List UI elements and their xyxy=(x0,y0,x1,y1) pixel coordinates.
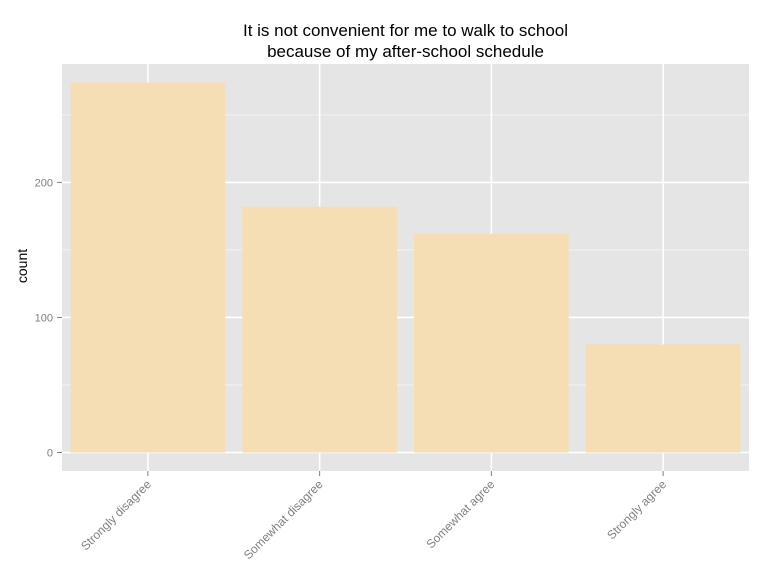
bar-strongly-agree xyxy=(585,344,741,453)
bar-somewhat-disagree xyxy=(242,206,397,453)
bar-strongly-disagree xyxy=(70,82,226,453)
x-tick-label: Strongly agree xyxy=(604,477,669,542)
y-tick-label: 100 xyxy=(35,312,53,324)
bar-somewhat-agree xyxy=(414,233,569,453)
chart-title-line-1: It is not convenient for me to walk to s… xyxy=(242,21,569,40)
y-tick-label: 200 xyxy=(35,177,53,189)
y-tick-label: 0 xyxy=(47,448,53,460)
x-tick-label: Somewhat disagree xyxy=(241,477,326,562)
x-tick-label: Strongly disagree xyxy=(78,477,154,553)
chart-title-line-2: because of my after-school schedule xyxy=(267,42,544,61)
x-tick-label: Somewhat agree xyxy=(423,477,497,551)
